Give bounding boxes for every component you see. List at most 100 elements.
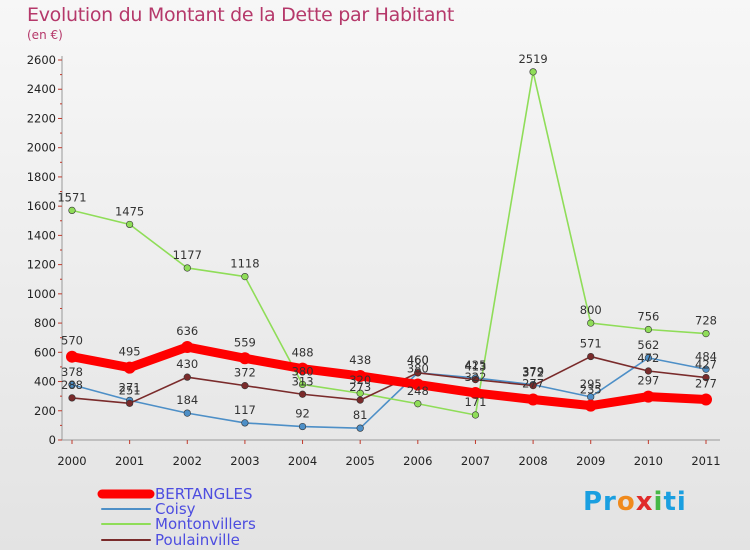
data-point xyxy=(183,264,191,272)
x-tick-label: 2005 xyxy=(346,454,375,468)
data-label: 484 xyxy=(695,349,717,363)
data-label: 320 xyxy=(349,373,371,387)
data-point xyxy=(241,382,249,390)
x-tick-label: 2003 xyxy=(230,454,259,468)
data-point xyxy=(126,399,134,407)
data-label: 251 xyxy=(119,383,141,397)
data-label: 322 xyxy=(464,370,486,384)
unit-label: (en €) xyxy=(27,28,63,42)
y-tick-label: 2600 xyxy=(27,53,56,67)
data-label: 235 xyxy=(580,383,602,397)
data-point xyxy=(183,409,191,417)
data-label: 171 xyxy=(464,395,486,409)
data-point xyxy=(356,396,364,404)
series-line-montonvillers xyxy=(71,71,707,416)
x-tick-label: 2001 xyxy=(115,454,144,468)
series-line-coisy xyxy=(71,357,707,429)
legend-label: Montonvillers xyxy=(155,515,256,533)
data-point xyxy=(469,386,482,399)
data-label: 372 xyxy=(234,366,256,380)
data-point xyxy=(296,362,309,375)
data-label: 1475 xyxy=(115,204,144,218)
legend-label: Poulainville xyxy=(155,531,240,549)
data-label: 562 xyxy=(637,338,659,352)
data-label: 559 xyxy=(234,335,256,349)
data-label: 379 xyxy=(522,365,544,379)
data-label: 297 xyxy=(637,374,659,388)
y-tick-label: 0 xyxy=(49,433,56,447)
data-point xyxy=(298,422,307,431)
data-point xyxy=(238,352,251,365)
x-tick-label: 2008 xyxy=(518,454,547,468)
data-point xyxy=(68,206,76,214)
data-label: 117 xyxy=(234,403,256,417)
data-label: 756 xyxy=(637,310,659,324)
data-point xyxy=(644,354,652,362)
data-point xyxy=(471,376,480,384)
y-tick-label: 200 xyxy=(34,404,56,418)
data-point xyxy=(126,220,134,229)
data-label: 1177 xyxy=(173,248,202,262)
data-point xyxy=(68,381,76,389)
legend-label: Coisy xyxy=(155,500,196,518)
data-point xyxy=(183,373,191,381)
data-point xyxy=(529,382,537,390)
data-point xyxy=(241,273,249,281)
logo-letter: i xyxy=(653,487,664,517)
data-label: 81 xyxy=(353,408,368,422)
data-label: 1571 xyxy=(57,190,86,204)
y-tick-label: 2400 xyxy=(27,82,56,96)
series-line-poulainville xyxy=(71,355,707,405)
y-tick-label: 2200 xyxy=(27,111,56,125)
x-tick-label: 2010 xyxy=(634,454,663,468)
data-point xyxy=(354,369,367,382)
y-tick-label: 600 xyxy=(34,345,56,359)
data-label: 248 xyxy=(407,384,429,398)
data-point xyxy=(356,424,364,432)
y-tick-label: 1200 xyxy=(27,258,56,272)
data-label: 295 xyxy=(580,377,602,391)
data-point xyxy=(700,393,712,406)
data-point xyxy=(414,400,422,408)
x-tick-label: 2002 xyxy=(173,454,202,468)
x-tick-label: 2011 xyxy=(691,454,720,468)
chart-axes: 0 200 400 600 800 1000 1200 1400 1600 1800 2000 220… xyxy=(27,53,721,468)
data-label: 184 xyxy=(176,393,198,407)
data-point xyxy=(642,390,655,403)
series-line-bertangles xyxy=(67,342,711,411)
data-label: 460 xyxy=(407,353,429,367)
data-point xyxy=(527,393,540,406)
data-point xyxy=(584,399,597,412)
proxiti-logo: Proxiti xyxy=(583,487,687,517)
data-point xyxy=(702,365,710,373)
data-point xyxy=(702,330,710,338)
data-label: 495 xyxy=(119,345,141,359)
data-point xyxy=(587,319,595,327)
data-label: 800 xyxy=(580,303,602,317)
data-label: 372 xyxy=(522,366,544,380)
data-label: 380 xyxy=(292,364,314,378)
data-label: 313 xyxy=(292,374,314,388)
data-point xyxy=(68,394,76,402)
x-tick-label: 2006 xyxy=(403,454,432,468)
data-point xyxy=(414,369,422,377)
series-layer xyxy=(66,68,712,432)
data-label: 92 xyxy=(295,407,310,421)
logo-letter: Pr xyxy=(583,487,617,517)
data-point xyxy=(241,419,249,427)
data-point xyxy=(298,380,307,389)
data-label: 288 xyxy=(61,378,83,392)
data-label: 277 xyxy=(695,377,717,391)
data-point xyxy=(181,341,194,354)
data-label: 472 xyxy=(637,351,659,365)
y-tick-label: 800 xyxy=(34,316,56,330)
data-label: 570 xyxy=(61,334,83,348)
data-point xyxy=(644,367,652,375)
data-label: 271 xyxy=(119,380,141,394)
logo-letter: o xyxy=(616,487,636,517)
x-tick-label: 2009 xyxy=(576,454,605,468)
data-label: 571 xyxy=(580,337,602,351)
